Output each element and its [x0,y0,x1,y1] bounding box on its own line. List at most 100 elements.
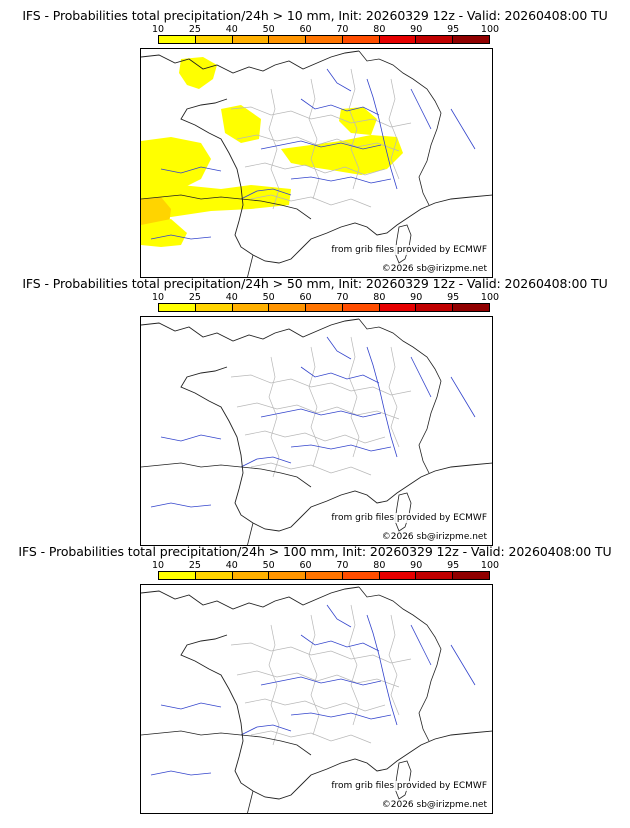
river [260,408,382,418]
colorbar-tick-label: 95 [447,24,460,35]
colorbar-swatch [379,36,417,43]
colorbar-swatch [159,304,196,311]
colorbar-swatch [195,572,233,579]
colorbar-tick-label: 70 [336,24,349,35]
map-france-precip-100mm: from grib files provided by ECMWF ©2026 … [140,584,493,814]
map-canvas [141,50,492,277]
river [240,188,292,200]
colorbar-tick-label: 100 [480,560,500,571]
river [410,356,432,398]
colorbar [158,303,490,312]
spain-border [141,730,312,813]
precip-area [179,57,217,89]
colorbar-tick-label: 40 [225,24,238,35]
colorbar-swatch [306,304,343,311]
source-credit: from grib files provided by ECMWF [331,513,487,523]
spain-border [141,194,312,277]
colorbar-swatch [159,572,196,579]
precip-area [221,105,261,143]
colorbar-tick-label: 100 [480,292,500,303]
river [410,624,432,666]
region-boundary [236,134,400,152]
river [450,108,476,150]
region-boundary [250,730,372,744]
colorbar-ticks: 10 25 40 50 60 70 80 90 95 100 [152,292,499,304]
river [290,176,392,184]
river [300,634,380,652]
colorbar-tick-label: 60 [299,24,312,35]
region-boundary [236,670,400,688]
river [160,166,222,174]
region-boundary [230,374,412,396]
colorbar-tick-label: 100 [480,24,500,35]
river [450,376,476,418]
map-panel-100mm: IFS - Probabilities total precipitation/… [0,544,630,814]
region-boundary [348,604,360,726]
colorbar-tick-label: 10 [151,560,165,571]
colorbar-swatch [232,36,270,43]
colorbar-swatch [306,572,343,579]
colorbar-tick-label: 60 [299,560,312,571]
map-canvas [141,318,492,545]
river [290,444,392,452]
colorbar [158,571,490,580]
colorbar-swatch [453,36,490,43]
colorbar-swatch [306,36,343,43]
colorbar-tick-label: 90 [410,24,423,35]
precip-area [281,135,403,175]
colorbar-tick-label: 80 [373,560,386,571]
colorbar-swatch [342,304,380,311]
colorbar-swatch [342,36,380,43]
region-boundary [268,624,280,746]
region-boundary [250,462,372,476]
colorbar-tick-label: 25 [188,560,201,571]
river [160,434,222,442]
colorbar-swatch [232,304,270,311]
colorbar-swatch [416,36,454,43]
colorbar-swatch [195,36,233,43]
national-border [358,318,442,474]
river [300,366,380,384]
panel-title: IFS - Probabilities total precipitation/… [22,8,608,23]
region-boundary [388,346,400,448]
precip-area [141,219,187,247]
river [410,88,432,130]
river [300,98,380,116]
river [150,234,212,240]
panel-title: IFS - Probabilities total precipitation/… [18,544,612,559]
colorbar-tick-label: 25 [188,24,201,35]
river [160,702,222,710]
colorbar-tick-label: 95 [447,292,460,303]
colorbar-tick-label: 80 [373,292,386,303]
river [260,140,382,150]
colorbar-tick-label: 60 [299,292,312,303]
river [366,78,398,190]
river [450,644,476,686]
panel-title: IFS - Probabilities total precipitation/… [22,276,608,291]
map-panel-50mm: IFS - Probabilities total precipitation/… [0,276,630,546]
region-boundary [268,356,280,478]
corsica-island [394,760,412,800]
river [150,770,212,776]
colorbar-tick-label: 25 [188,292,201,303]
colorbar-swatch [342,572,380,579]
region-boundary [268,88,280,210]
region-boundary [230,106,412,128]
colorbar-swatch [269,36,307,43]
colorbar-ticks: 10 25 40 50 60 70 80 90 95 100 [152,24,499,36]
colorbar-swatch [269,572,307,579]
coastline [141,318,492,532]
map-france-precip-50mm: from grib files provided by ECMWF ©2026 … [140,316,493,546]
river [150,502,212,508]
colorbar-tick-label: 70 [336,560,349,571]
colorbar-swatch [453,572,490,579]
copyright: ©2026 sb@irizpme.net [381,800,487,810]
precip-area [141,137,211,199]
national-border [358,586,442,742]
colorbar-tick-label: 50 [262,292,275,303]
colorbar-swatch [269,304,307,311]
precip-area [141,185,291,219]
map-france-precip-10mm: from grib files provided by ECMWF ©2026 … [140,48,493,278]
precip-area [339,107,377,135]
colorbar-swatch [416,572,454,579]
